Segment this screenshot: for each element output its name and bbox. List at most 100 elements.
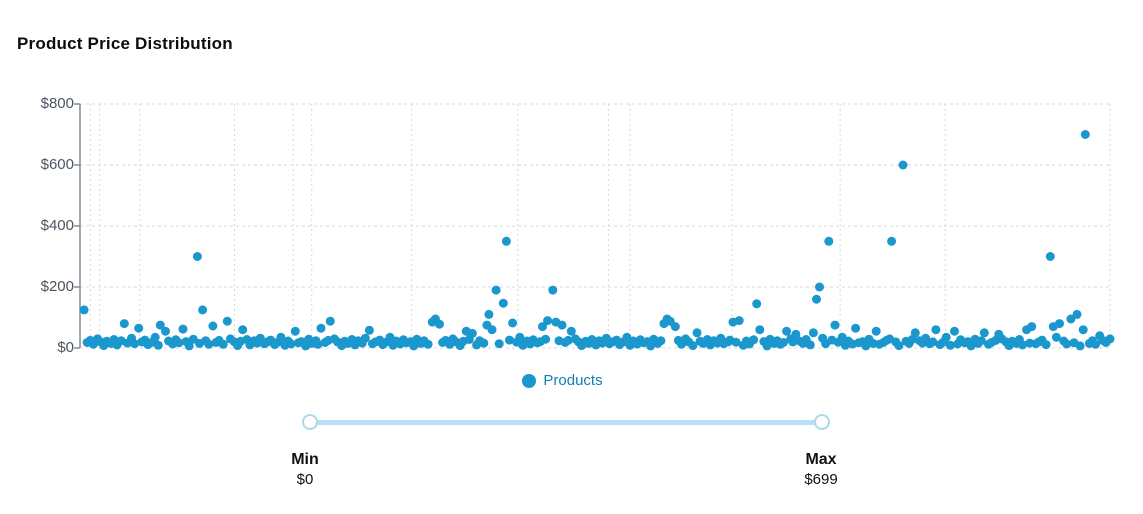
data-point[interactable] — [79, 305, 89, 315]
data-point[interactable] — [508, 318, 518, 328]
data-point[interactable] — [566, 326, 576, 336]
data-point[interactable] — [851, 323, 861, 333]
slider-min-handle[interactable] — [302, 414, 318, 430]
data-point[interactable] — [805, 340, 815, 350]
data-point[interactable] — [484, 309, 494, 319]
data-point[interactable] — [150, 332, 160, 342]
data-point[interactable] — [1078, 325, 1088, 335]
data-point[interactable] — [238, 325, 248, 335]
data-point[interactable] — [222, 316, 232, 326]
data-point[interactable] — [155, 320, 165, 330]
data-point[interactable] — [134, 323, 144, 333]
data-point[interactable] — [1045, 252, 1055, 261]
data-point[interactable] — [1062, 339, 1072, 349]
data-point[interactable] — [950, 326, 959, 336]
data-point[interactable] — [1055, 319, 1064, 329]
data-point[interactable] — [646, 341, 656, 351]
data-point[interactable] — [557, 320, 567, 330]
data-point[interactable] — [208, 321, 218, 331]
data-point[interactable] — [130, 339, 140, 349]
data-point[interactable] — [931, 325, 941, 335]
data-point[interactable] — [755, 325, 765, 335]
data-point[interactable] — [325, 316, 335, 326]
data-point[interactable] — [731, 337, 741, 347]
data-point[interactable] — [782, 326, 792, 336]
data-point[interactable] — [898, 160, 908, 170]
data-point[interactable] — [788, 337, 798, 347]
data-point[interactable] — [688, 341, 698, 351]
data-point[interactable] — [752, 299, 762, 309]
data-point[interactable] — [976, 336, 986, 346]
data-point[interactable] — [364, 325, 374, 335]
data-point[interactable] — [966, 341, 976, 351]
data-point[interactable] — [487, 325, 497, 335]
data-point[interactable] — [941, 332, 951, 342]
data-point[interactable] — [824, 236, 834, 246]
data-point[interactable] — [887, 236, 897, 246]
data-point[interactable] — [316, 323, 326, 333]
data-point[interactable] — [467, 328, 477, 338]
data-point[interactable] — [871, 326, 881, 336]
data-point[interactable] — [423, 339, 433, 349]
data-point[interactable] — [491, 285, 501, 295]
data-point[interactable] — [501, 236, 511, 246]
data-point[interactable] — [563, 335, 573, 345]
data-point[interactable] — [515, 332, 525, 342]
data-point[interactable] — [1105, 334, 1115, 344]
data-point[interactable] — [548, 285, 558, 295]
data-point[interactable] — [543, 316, 553, 326]
data-point[interactable] — [409, 341, 419, 351]
data-point[interactable] — [861, 341, 871, 351]
data-point[interactable] — [979, 328, 989, 338]
data-point[interactable] — [494, 339, 504, 349]
data-point[interactable] — [749, 335, 759, 345]
data-point[interactable] — [290, 326, 300, 336]
data-point[interactable] — [830, 320, 840, 330]
data-point[interactable] — [945, 340, 955, 350]
data-point[interactable] — [656, 336, 666, 346]
data-point[interactable] — [910, 328, 920, 338]
data-point[interactable] — [538, 322, 547, 332]
data-point[interactable] — [791, 329, 801, 339]
data-point[interactable] — [161, 326, 170, 336]
data-point[interactable] — [479, 338, 489, 348]
data-point[interactable] — [360, 333, 370, 343]
data-point[interactable] — [1018, 340, 1027, 350]
data-point[interactable] — [1027, 322, 1037, 332]
data-point[interactable] — [178, 324, 188, 334]
data-point[interactable] — [153, 340, 163, 350]
data-point[interactable] — [894, 341, 904, 351]
scatter-plot-canvas[interactable] — [0, 0, 1143, 360]
data-point[interactable] — [313, 339, 323, 349]
data-point[interactable] — [779, 338, 788, 347]
data-point[interactable] — [286, 339, 296, 349]
data-point[interactable] — [692, 328, 702, 338]
data-point[interactable] — [1041, 340, 1051, 350]
data-point[interactable] — [1091, 339, 1101, 349]
data-point[interactable] — [198, 305, 208, 315]
data-point[interactable] — [1066, 314, 1076, 324]
data-point[interactable] — [541, 334, 551, 344]
slider-max-handle[interactable] — [814, 414, 830, 430]
data-point[interactable] — [1075, 341, 1085, 351]
data-point[interactable] — [184, 341, 194, 351]
data-point[interactable] — [498, 298, 508, 308]
data-point[interactable] — [1051, 332, 1061, 342]
legend-item-products[interactable]: Products — [0, 372, 1125, 389]
data-point[interactable] — [505, 335, 514, 345]
slider-track[interactable] — [309, 420, 823, 425]
data-point[interactable] — [435, 319, 444, 329]
data-point[interactable] — [815, 282, 824, 292]
data-point[interactable] — [119, 319, 129, 329]
data-point[interactable] — [670, 322, 680, 332]
data-point[interactable] — [1072, 309, 1082, 319]
data-point[interactable] — [204, 339, 214, 349]
data-point[interactable] — [1080, 130, 1090, 139]
data-point[interactable] — [276, 332, 286, 342]
data-point[interactable] — [907, 335, 917, 344]
data-point[interactable] — [174, 338, 184, 348]
data-point[interactable] — [762, 341, 772, 351]
data-point[interactable] — [928, 337, 938, 347]
data-point[interactable] — [192, 252, 202, 261]
price-range-slider[interactable] — [302, 414, 830, 430]
